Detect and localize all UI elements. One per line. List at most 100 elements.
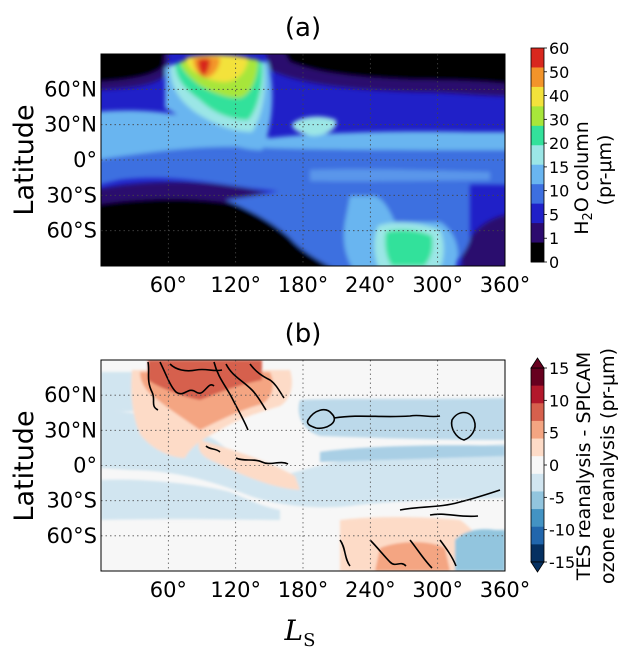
panel-a-colorbar-segment bbox=[531, 223, 544, 244]
panel-b-contour-15 bbox=[369, 539, 407, 567]
panel-a-south-band-late bbox=[462, 215, 505, 266]
panel-a-colorbar-frame bbox=[530, 47, 545, 263]
panel-b-contour-17 bbox=[439, 539, 457, 567]
panel-a-colorbar-segment bbox=[531, 242, 544, 263]
panel-a-y-label: Latitude bbox=[9, 104, 40, 215]
panel-a-colorbar-tick-label: 15 bbox=[549, 158, 569, 177]
panel-a-colorbar-tick-label: 5 bbox=[549, 205, 559, 224]
panel-b-contour-12 bbox=[399, 489, 501, 511]
panel-b-colorbar-tick-label: 15 bbox=[549, 359, 569, 378]
panel-a-heatmap bbox=[101, 54, 505, 266]
panel-b-colorbar-ticks: 15 10 5 0 -5 -10 -15 bbox=[544, 359, 575, 572]
panel-a-colorbar-segment bbox=[531, 86, 544, 107]
panel-a-colorbar-segment bbox=[531, 125, 544, 146]
panel-a-y-ticks: 60°N 30°N 0° 30°S 60°S bbox=[44, 77, 97, 242]
panel-b-colorbar-tick-label: 10 bbox=[549, 391, 569, 410]
panel-b-title: (b) bbox=[285, 319, 322, 349]
panel-b-colorbar-segment bbox=[531, 438, 544, 457]
panel-b-y-tick-label: 60°S bbox=[46, 524, 97, 548]
panel-b-y-tick-label: 30°S bbox=[46, 489, 97, 513]
panel-b-red-south-late-dark bbox=[375, 542, 450, 571]
panel-a-colorbar-segment bbox=[531, 203, 544, 224]
panel-b-colorbar-segment bbox=[531, 385, 544, 404]
panel-a-colorbar-tick-label: 1 bbox=[549, 229, 559, 248]
panel-a-colorbar-tick-label: 50 bbox=[549, 63, 569, 82]
panel-a-colorbar-tick-label: 10 bbox=[549, 182, 569, 201]
panel-b-y-tick-label: 60°N bbox=[44, 383, 97, 407]
panel-a-grid bbox=[101, 54, 505, 266]
panel-a-colorbar-tick-label: 60 bbox=[549, 39, 569, 58]
panel-b-contour-10 bbox=[333, 414, 441, 419]
panel-b-grid bbox=[101, 360, 505, 571]
panel-b-contour-8 bbox=[205, 445, 221, 453]
panel-a-x-tick-label: 180° bbox=[278, 273, 329, 297]
panel-b-y-label: Latitude bbox=[9, 410, 40, 521]
panel-a-tropics-stripe bbox=[310, 169, 490, 182]
panel-b-x-tick-label: 300° bbox=[412, 578, 463, 602]
panel-a-x-tick-label: 120° bbox=[210, 273, 261, 297]
panel-b-y-tick-label: 30°N bbox=[44, 418, 97, 442]
panel-b-colorbar-tick-label: -15 bbox=[549, 553, 575, 572]
panel-b-contour-6 bbox=[169, 363, 223, 372]
panel-b-colorbar-segment bbox=[531, 368, 544, 387]
panel-b-contour-14 bbox=[339, 539, 351, 567]
panel-a-frame bbox=[100, 53, 506, 267]
panel-a-y-tick-label: 30°S bbox=[46, 183, 97, 207]
panel-a-x-tick-label: 240° bbox=[345, 273, 396, 297]
panel-b-x-tick-label: 360° bbox=[480, 578, 531, 602]
panel-a-title: (a) bbox=[285, 13, 321, 43]
panel-b-y-ticks: 60°N 30°N 0° 30°S 60°S bbox=[44, 383, 97, 548]
panel-b-colorbar-segment bbox=[531, 403, 544, 422]
colorbar-label-subscript: 2 bbox=[581, 212, 596, 220]
panel-a-colorbar-segment bbox=[531, 145, 544, 166]
panel-b-colorbar bbox=[530, 357, 545, 573]
panel-b-x-label: LS bbox=[284, 614, 316, 650]
panel-b-colorbar-tick-label: -10 bbox=[549, 521, 575, 540]
panel-b-colorbar-segment bbox=[531, 544, 544, 563]
panel-b-colorbar-segment bbox=[531, 509, 544, 528]
panel-a-colorbar bbox=[530, 47, 545, 263]
panel-b-colorbar-label-line1: TES reanalysis - SPICAM bbox=[573, 352, 595, 581]
panel-b-red-north-dark bbox=[148, 360, 262, 400]
panel-b-x-ticks: 60° 120° 180° 240° 300° 360° bbox=[150, 578, 531, 602]
panel-b-colorbar-top-arrow bbox=[530, 357, 545, 369]
panel-b-contour-9 bbox=[306, 408, 336, 430]
panel-b-x-tick-label: 180° bbox=[278, 578, 329, 602]
panel-a-x-tick-label: 60° bbox=[150, 273, 187, 297]
colorbar-label-rest: O column bbox=[571, 121, 593, 212]
panel-a-y-tick-label: 30°N bbox=[44, 113, 97, 137]
panel-b-blue-stripe bbox=[320, 445, 505, 462]
panel-b-contour-1 bbox=[147, 361, 159, 411]
panel-a-x-tick-label: 300° bbox=[412, 273, 463, 297]
panel-b-red-tropic bbox=[198, 440, 300, 490]
panel-b-colorbar-bottom-arrow bbox=[530, 561, 545, 573]
panel-a-y-tick-label: 0° bbox=[73, 148, 97, 172]
panel-b-colorbar-segment bbox=[531, 526, 544, 545]
panel-a-colorbar-segment bbox=[531, 184, 544, 205]
panel-a-colorbar-tick-label: 0 bbox=[549, 253, 559, 272]
panel-b-colorbar-segment bbox=[531, 491, 544, 510]
panel-a-colorbar-tick-label: 20 bbox=[549, 134, 569, 153]
panel-b-contour-13 bbox=[429, 513, 479, 518]
panel-a-y-tick-label: 60°N bbox=[44, 77, 97, 101]
panel-b-colorbar-label-line2: ozone reanalysis (pr-μm) bbox=[597, 348, 619, 584]
panel-b-x-tick-label: 60° bbox=[150, 578, 187, 602]
panel-a-x-ticks: 60° 120° 180° 240° 300° 360° bbox=[150, 273, 531, 297]
panel-b-contour-16 bbox=[409, 539, 433, 569]
panel-a-colorbar-units: (pr-μm) bbox=[594, 135, 616, 206]
panel-b-y-tick-label: 0° bbox=[73, 454, 97, 478]
panel-a-colorbar-segment bbox=[531, 164, 544, 185]
colorbar-label-h: H bbox=[571, 220, 593, 234]
panel-b-colorbar-tick-label: -5 bbox=[549, 488, 565, 507]
panel-b-x-tick-label: 120° bbox=[210, 578, 261, 602]
panel-b-contour-11 bbox=[450, 411, 476, 441]
panel-a-colorbar-segment bbox=[531, 106, 544, 127]
panel-b-blue-south-late bbox=[455, 529, 505, 571]
panel-b-contours bbox=[147, 361, 501, 569]
panel-a-colorbar-segment bbox=[531, 48, 544, 68]
panel-b-x-tick-label: 240° bbox=[345, 578, 396, 602]
panel-b-colorbar-tick-label: 0 bbox=[549, 456, 559, 475]
panel-b-colorbar-tick-label: 5 bbox=[549, 424, 559, 443]
